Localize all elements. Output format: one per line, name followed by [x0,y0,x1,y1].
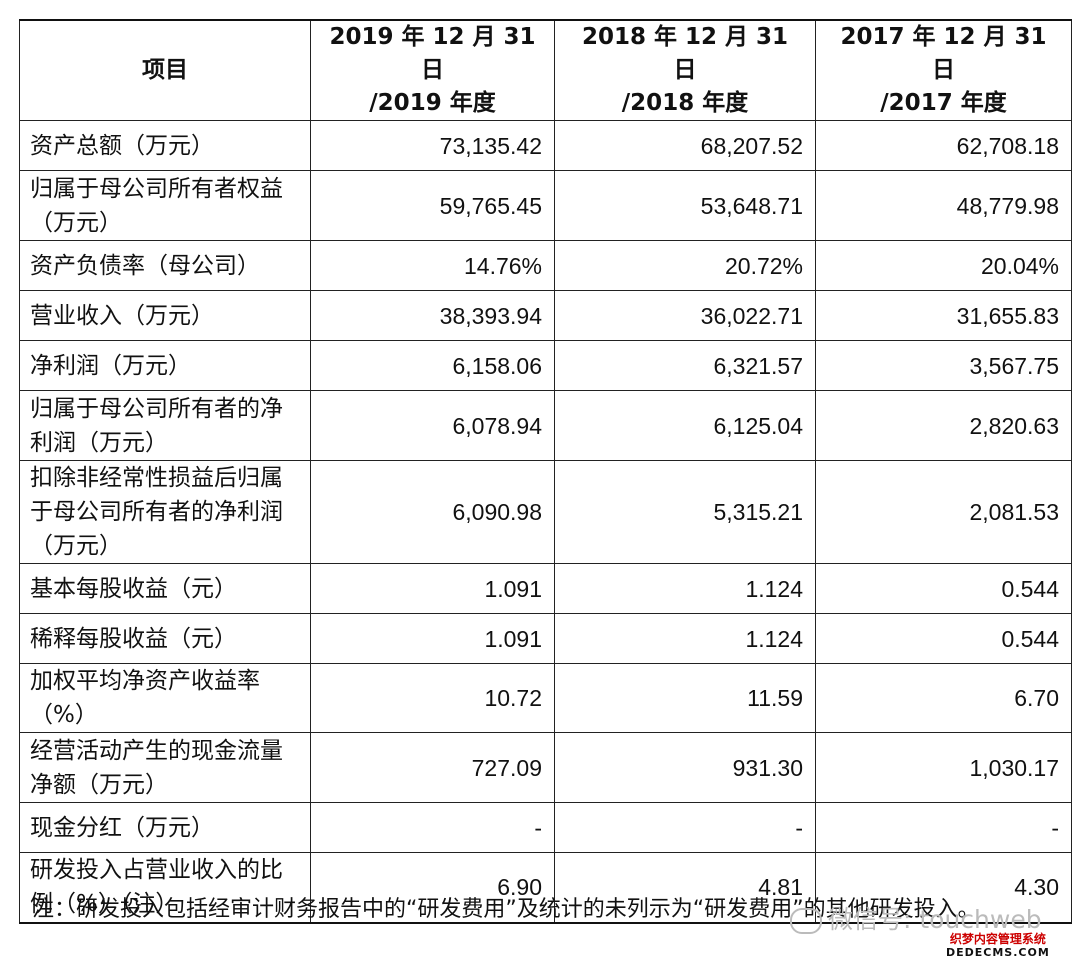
row-value: 6,321.57 [554,340,816,391]
table-row: 扣除非经常性损益后归属于母公司所有者的净利润（万元） 6,090.98 5,315.… [19,460,1072,564]
row-value: 6,078.94 [310,390,555,461]
table-row: 资产总额（万元） 73,135.42 68,207.52 62,708.18 [19,120,1072,171]
row-value: 2,081.53 [815,460,1072,564]
row-value: 4.81 [554,852,816,923]
table-row: 归属于母公司所有者权益（万元） 59,765.45 53,648.71 48,779.… [19,170,1072,241]
header-2018-text: 2018 年 12 月 31 日 /2018 年度 [581,24,789,116]
row-value: - [815,802,1072,853]
row-value: 36,022.71 [554,290,816,341]
header-2017-text: 2017 年 12 月 31 日 /2017 年度 [840,24,1047,116]
row-value: 59,765.45 [310,170,555,241]
row-label: 研发投入占营业收入的比例（%）（注） [19,852,311,923]
row-value: 6,158.06 [310,340,555,391]
watermark-dedecms-line2: DEDECMS.COM [946,946,1050,959]
table-row: 净利润（万元） 6,158.06 6,321.57 3,567.75 [19,340,1072,391]
table-row: 现金分红（万元） - - - [19,802,1072,853]
watermark: 微信号: touchweb [790,900,1042,936]
row-value: 14.76% [310,240,555,291]
row-value: 727.09 [310,732,555,803]
table-row: 营业收入（万元） 38,393.94 36,022.71 31,655.83 [19,290,1072,341]
row-value: 6.70 [815,663,1072,733]
header-2018: 2018 年 12 月 31 日 /2018 年度 [554,19,816,121]
row-value: 31,655.83 [815,290,1072,341]
table-row: 资产负债率（母公司） 14.76% 20.72% 20.04% [19,240,1072,291]
financial-table: 项目 2019 年 12 月 31 日 /2019 年度 2018 年 12 月… [19,19,1072,924]
header-2017: 2017 年 12 月 31 日 /2017 年度 [815,19,1072,121]
watermark-text: 微信号: touchweb [828,905,1042,934]
row-value: 6,125.04 [554,390,816,461]
row-value: 5,315.21 [554,460,816,564]
row-value: 2,820.63 [815,390,1072,461]
table-header-row: 项目 2019 年 12 月 31 日 /2019 年度 2018 年 12 月… [19,19,1072,121]
header-2019-text: 2019 年 12 月 31 日 /2019 年度 [329,24,536,116]
row-label: 归属于母公司所有者的净利润（万元） [19,390,311,461]
row-label: 资产总额（万元） [19,120,311,171]
row-value: 0.544 [815,563,1072,614]
watermark-dedecms-line1: 织梦内容管理系统 [949,932,1046,946]
table-row: 归属于母公司所有者的净利润（万元） 6,078.94 6,125.04 2,820.6… [19,390,1072,461]
row-value: 1,030.17 [815,732,1072,803]
row-value: 62,708.18 [815,120,1072,171]
row-value: 4.30 [815,852,1072,923]
header-item: 项目 [19,19,311,121]
row-value: 53,648.71 [554,170,816,241]
row-value: 11.59 [554,663,816,733]
row-value: 6,090.98 [310,460,555,564]
row-value: 20.72% [554,240,816,291]
row-value: 1.091 [310,613,555,664]
row-label: 营业收入（万元） [19,290,311,341]
table-row: 稀释每股收益（元） 1.091 1.124 0.544 [19,613,1072,664]
row-value: 931.30 [554,732,816,803]
row-label: 扣除非经常性损益后归属于母公司所有者的净利润（万元） [19,460,311,564]
row-label: 基本每股收益（元） [19,563,311,614]
row-value: 73,135.42 [310,120,555,171]
table-row: 经营活动产生的现金流量净额（万元） 727.09 931.30 1,030.17 [19,732,1072,803]
row-value: 20.04% [815,240,1072,291]
table-row: 加权平均净资产收益率（%） 10.72 11.59 6.70 [19,663,1072,733]
table-body: 资产总额（万元） 73,135.42 68,207.52 62,708.18 归属于母公… [19,120,1072,923]
row-value: - [554,802,816,853]
row-value: 48,779.98 [815,170,1072,241]
row-value: 1.124 [554,613,816,664]
row-value: 68,207.52 [554,120,816,171]
row-label: 净利润（万元） [19,340,311,391]
table-row: 研发投入占营业收入的比例（%）（注） 6.90 4.81 4.30 [19,852,1072,923]
row-value: 1.124 [554,563,816,614]
wechat-icon [790,908,822,934]
row-value: 38,393.94 [310,290,555,341]
row-label: 稀释每股收益（元） [19,613,311,664]
row-value: - [310,802,555,853]
header-2019: 2019 年 12 月 31 日 /2019 年度 [310,19,555,121]
row-label: 归属于母公司所有者权益（万元） [19,170,311,241]
row-label: 现金分红（万元） [19,802,311,853]
row-label: 经营活动产生的现金流量净额（万元） [19,732,311,803]
row-label: 资产负债率（母公司） [19,240,311,291]
row-value: 10.72 [310,663,555,733]
row-label: 加权平均净资产收益率（%） [19,663,311,733]
watermark-dedecms: 织梦内容管理系统 DEDECMS.COM [946,932,1050,960]
row-value: 3,567.75 [815,340,1072,391]
row-value: 1.091 [310,563,555,614]
row-value: 0.544 [815,613,1072,664]
table-row: 基本每股收益（元） 1.091 1.124 0.544 [19,563,1072,614]
